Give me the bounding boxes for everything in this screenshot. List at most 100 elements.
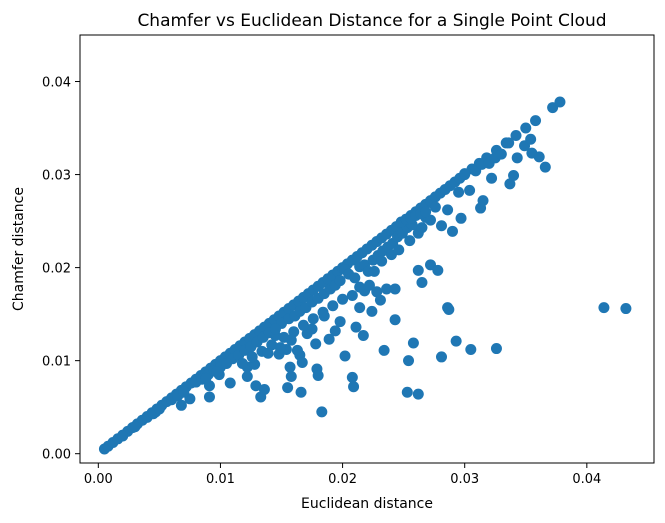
scatter-point: [339, 350, 351, 362]
scatter-point: [412, 388, 424, 400]
scatter-point: [178, 386, 190, 398]
scatter-point: [450, 335, 462, 347]
scatter-point: [366, 305, 378, 317]
scatter-point: [420, 206, 432, 218]
scatter-point: [284, 361, 296, 373]
scatter-point: [357, 330, 369, 342]
scatter-points: [98, 96, 632, 455]
scatter-point: [236, 357, 248, 369]
x-axis-ticks: 0.00 0.01 0.02 0.03 0.04: [84, 463, 601, 487]
chart-title: Chamfer vs Euclidean Distance for a Sing…: [137, 11, 606, 31]
scatter-point: [327, 300, 339, 312]
scatter-point: [310, 338, 322, 350]
scatter-point: [453, 186, 465, 198]
scatter-point: [224, 377, 236, 389]
plot-area-frame: [79, 34, 655, 464]
scatter-point: [316, 406, 328, 418]
scatter-point: [446, 225, 458, 237]
scatter-point: [295, 386, 307, 398]
scatter-point: [464, 184, 476, 196]
y-axis-ticks: 0.00 0.01 0.02 0.03 0.04: [42, 76, 80, 463]
scatter-point: [436, 351, 447, 363]
scatter-point: [412, 264, 424, 276]
scatter-point: [200, 372, 212, 384]
scatter-point: [337, 293, 349, 305]
scatter-point: [389, 283, 401, 295]
y-tick-label: 0.04: [42, 76, 71, 91]
scatter-point: [495, 148, 507, 160]
x-tick-label: 0.00: [84, 472, 113, 487]
scatter-point: [349, 272, 361, 284]
scatter-point: [288, 326, 300, 338]
scatter-point: [510, 129, 522, 141]
scatter-point: [429, 201, 441, 213]
scatter-point: [368, 265, 380, 277]
scatter-point: [381, 283, 393, 295]
scatter-point: [407, 337, 419, 349]
y-tick-label: 0.02: [42, 262, 71, 277]
x-axis-label: Euclidean distance: [301, 496, 433, 512]
scatter-point: [241, 370, 253, 382]
scatter-point: [346, 290, 358, 302]
scatter-point: [282, 382, 294, 394]
scatter-point: [620, 303, 632, 315]
scatter-point: [312, 370, 324, 382]
scatter-point: [269, 323, 281, 335]
scatter-point: [371, 286, 383, 298]
scatter-point: [346, 371, 358, 383]
y-tick-label: 0.03: [42, 169, 71, 184]
scatter-point: [262, 347, 274, 359]
scatter-point: [403, 355, 415, 367]
scatter-point: [455, 212, 467, 224]
x-tick-label: 0.03: [450, 472, 479, 487]
scatter-point: [266, 339, 278, 351]
scatter-point: [520, 122, 532, 134]
x-tick-label: 0.02: [328, 472, 357, 487]
scatter-point: [274, 342, 286, 354]
scatter-point: [129, 421, 141, 433]
scatter-point: [374, 294, 386, 306]
scatter-point: [350, 321, 362, 333]
scatter-point: [291, 344, 303, 356]
scatter-point: [211, 366, 223, 378]
scatter-point: [296, 357, 308, 369]
scatter-point: [378, 344, 390, 356]
scatter-point: [425, 214, 437, 226]
scatter-point: [554, 96, 566, 108]
x-tick-label: 0.01: [206, 472, 235, 487]
scatter-point: [393, 244, 405, 256]
y-tick-label: 0.01: [42, 355, 71, 370]
scatter-point: [389, 314, 401, 326]
scatter-point: [246, 351, 258, 363]
scatter-point: [329, 325, 341, 337]
y-axis-label: Chamfer distance: [11, 187, 27, 311]
scatter-point: [317, 306, 329, 318]
scatter-point: [354, 281, 366, 293]
y-tick-label: 0.00: [42, 448, 71, 463]
scatter-point: [416, 277, 428, 288]
scatter-point: [486, 172, 498, 184]
x-tick-label: 0.04: [572, 472, 601, 487]
scatter-point: [443, 303, 455, 315]
scatter-point: [416, 222, 428, 234]
scatter-point: [153, 403, 165, 415]
scatter-point: [297, 319, 309, 331]
scatter-point: [117, 430, 129, 442]
scatter-point: [442, 204, 454, 216]
scatter-point: [539, 161, 551, 173]
scatter-point: [490, 343, 502, 355]
scatter-point: [285, 370, 297, 382]
scatter-point: [323, 333, 335, 345]
scatter-point: [511, 152, 523, 164]
scatter-point: [203, 391, 215, 403]
scatter-point: [533, 151, 545, 163]
scatter-point: [504, 178, 516, 190]
scatter-point: [530, 115, 542, 127]
scatter-point: [598, 302, 610, 314]
scatter-point: [436, 220, 447, 232]
scatter-point: [465, 343, 477, 355]
scatter-point: [477, 195, 489, 207]
scatter-point: [376, 255, 388, 267]
scatter-point: [503, 137, 515, 149]
